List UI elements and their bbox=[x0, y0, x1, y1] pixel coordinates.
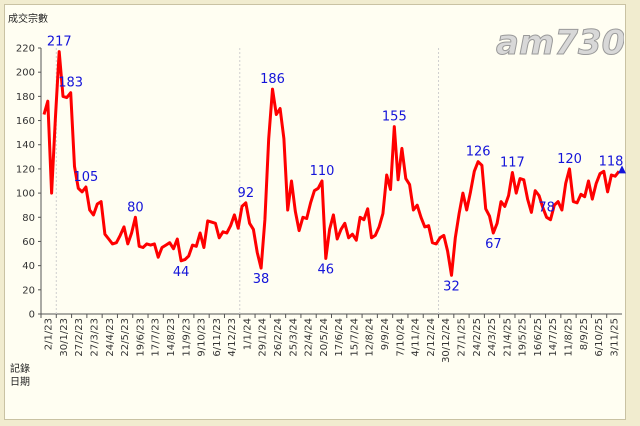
y-tick-label: 0 bbox=[29, 310, 35, 321]
x-tick-label: 15/7/24 bbox=[349, 318, 360, 357]
x-tick-label: 19/6/23 bbox=[135, 318, 146, 357]
y-tick-label: 100 bbox=[16, 189, 35, 200]
chart-frame bbox=[4, 4, 626, 420]
x-tick-label: 24/2/25 bbox=[472, 318, 483, 357]
data-label: 186 bbox=[260, 72, 285, 87]
y-tick-label: 120 bbox=[16, 164, 35, 175]
x-tick-label: 11/8/25 bbox=[563, 318, 574, 357]
data-label: 67 bbox=[485, 237, 502, 252]
data-label: 44 bbox=[173, 265, 190, 280]
data-label: 105 bbox=[73, 170, 98, 185]
x-tick-label: 19/5/25 bbox=[518, 318, 529, 357]
y-tick-label: 60 bbox=[22, 237, 35, 248]
x-axis-title-line2: 日期 bbox=[10, 376, 30, 388]
y-tick-label: 80 bbox=[22, 213, 35, 224]
last-point-marker bbox=[618, 165, 626, 174]
series-line-group bbox=[42, 50, 626, 277]
logo-text: am730 bbox=[496, 23, 624, 62]
data-labels: 217 183 105 80 44 92 38 186 110 46 155 32 126 67 117 78… bbox=[47, 35, 624, 295]
x-tick-label: 29/1/24 bbox=[258, 318, 269, 357]
x-tick-labels: 2/1/23 30/1/23 27/2/23 27/3/23 24/4/23 22/5/2… bbox=[40, 314, 620, 363]
y-tick-label: 40 bbox=[22, 261, 35, 272]
data-label: 120 bbox=[557, 152, 582, 167]
x-tick-label: 4/11/24 bbox=[411, 318, 422, 357]
x-tick-label: 7/10/24 bbox=[395, 318, 406, 357]
x-tick-label: 3/11/25 bbox=[609, 318, 620, 357]
y-tick-label: 180 bbox=[16, 92, 35, 103]
x-tick-label: 27/1/25 bbox=[456, 318, 467, 357]
y-tick-label: 160 bbox=[16, 116, 35, 127]
data-label: 183 bbox=[58, 76, 83, 91]
x-tick-label: 22/5/23 bbox=[120, 318, 131, 357]
x-tick-label: 17/7/23 bbox=[151, 318, 162, 357]
x-tick-label: 2/1/23 bbox=[44, 318, 55, 350]
x-tick-label: 1/1/24 bbox=[242, 318, 253, 350]
x-tick-label: 24/3/25 bbox=[487, 318, 498, 357]
y-tick-label: 140 bbox=[16, 140, 35, 151]
x-tick-label: 14/8/23 bbox=[166, 318, 177, 357]
x-tick-label: 17/6/24 bbox=[334, 318, 345, 357]
x-tick-label: 26/2/24 bbox=[273, 318, 284, 357]
data-label: 92 bbox=[238, 186, 255, 201]
x-tick-label: 30/1/23 bbox=[59, 318, 70, 357]
x-tick-label: 20/5/24 bbox=[319, 318, 330, 357]
y-tick-label: 20 bbox=[22, 285, 35, 296]
x-tick-label: 8/9/25 bbox=[579, 318, 590, 350]
data-label: 32 bbox=[443, 279, 460, 294]
x-tick-label: 22/4/24 bbox=[304, 318, 315, 357]
x-axis-title-line1: 記錄 bbox=[10, 362, 30, 375]
x-tick-label: 25/3/24 bbox=[288, 318, 299, 357]
data-label: 117 bbox=[500, 156, 525, 171]
data-label: 155 bbox=[382, 110, 407, 125]
x-tick-label: 21/4/25 bbox=[502, 318, 513, 357]
x-tick-label: 12/8/24 bbox=[365, 318, 376, 357]
x-tick-label: 6/11/23 bbox=[212, 318, 223, 357]
y-tick-label: 220 bbox=[16, 44, 35, 55]
x-tick-label: 24/4/23 bbox=[105, 318, 116, 357]
data-label: 110 bbox=[310, 164, 335, 179]
y-tick-label: 200 bbox=[16, 68, 35, 79]
y-axis-title: 成交宗數 bbox=[8, 12, 48, 25]
x-tick-label: 9/9/24 bbox=[380, 318, 391, 350]
data-label: 80 bbox=[127, 200, 144, 215]
x-tick-label: 6/10/25 bbox=[594, 318, 605, 357]
x-tick-label: 27/2/23 bbox=[74, 318, 85, 357]
data-label: 38 bbox=[253, 272, 270, 287]
data-label: 46 bbox=[318, 262, 335, 277]
x-tick-label: 27/3/23 bbox=[90, 318, 101, 357]
x-tick-label: 14/7/25 bbox=[548, 318, 559, 357]
x-tick-label: 4/12/23 bbox=[227, 318, 238, 357]
data-label: 217 bbox=[47, 35, 72, 50]
data-label: 126 bbox=[466, 145, 491, 160]
am730-logo: am730 bbox=[488, 18, 626, 64]
x-tick-label: 11/9/23 bbox=[181, 318, 192, 357]
x-tick-label: 9/10/23 bbox=[197, 318, 208, 357]
data-label: 78 bbox=[538, 200, 555, 215]
x-tick-label: 30/12/24 bbox=[441, 318, 452, 363]
x-tick-label: 2/12/24 bbox=[426, 318, 437, 357]
x-tick-label: 16/6/25 bbox=[533, 318, 544, 357]
data-label: 118 bbox=[599, 154, 624, 169]
series-line bbox=[42, 50, 621, 277]
y-tick-labels: 0 20 40 60 80 100 120 140 160 180 200 220 bbox=[16, 44, 41, 321]
